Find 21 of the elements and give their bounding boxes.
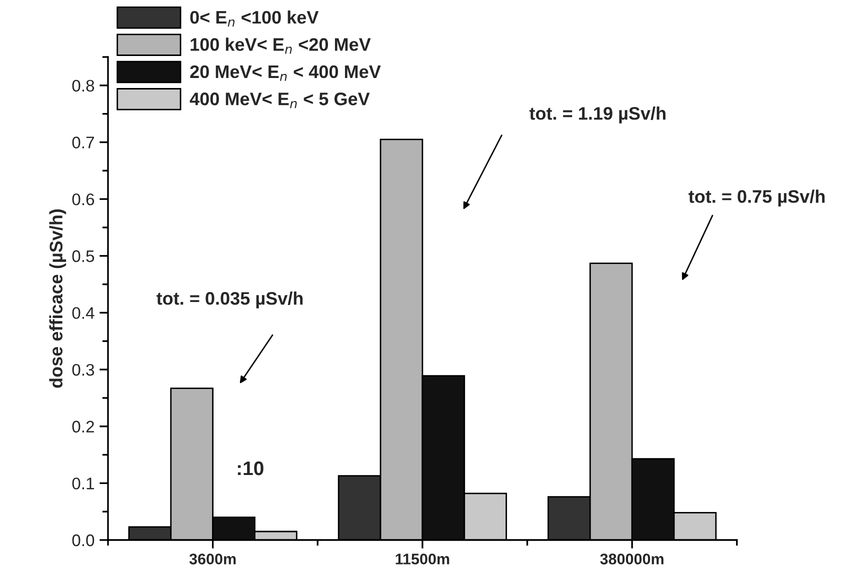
legend-label: 20 MeV< E$_{n}$ < 400 MeV [190,65,381,81]
y-tick-label: 0.7 [72,136,94,148]
annotation: tot. = 0.035 µSv/h [156,292,303,308]
y-tick-label: 0.0 [72,534,94,546]
x-tick-label: 11500m [396,554,450,564]
x-tick-label: 380000m [600,554,664,564]
y-tick-label: 0.5 [72,250,94,262]
annotation: :10 [238,461,264,476]
y-tick-label: 0.8 [72,80,94,92]
y-tick-label: 0.1 [72,478,94,490]
legend-label: 0< E$_{n}$ <100 keV [190,10,319,27]
x-tick-label: 3600m [189,554,236,564]
annotation: tot. = 1.19 µSv/h [529,106,666,124]
y-tick-label: 0.3 [72,364,94,376]
legend-label: 100 keV< E$_{n}$ <20 MeV [190,38,371,54]
y-tick-label: 0.6 [72,193,94,206]
y-axis-title: dose efficace (µSv/h) [49,209,66,388]
y-tick-label: 0.4 [72,307,94,319]
annotation: tot. = 0.75 µSv/h [688,190,825,206]
y-tick-label: 0.2 [72,420,94,433]
legend-label: 400 MeV< E$_{n}$ < 5 GeV [190,92,370,108]
